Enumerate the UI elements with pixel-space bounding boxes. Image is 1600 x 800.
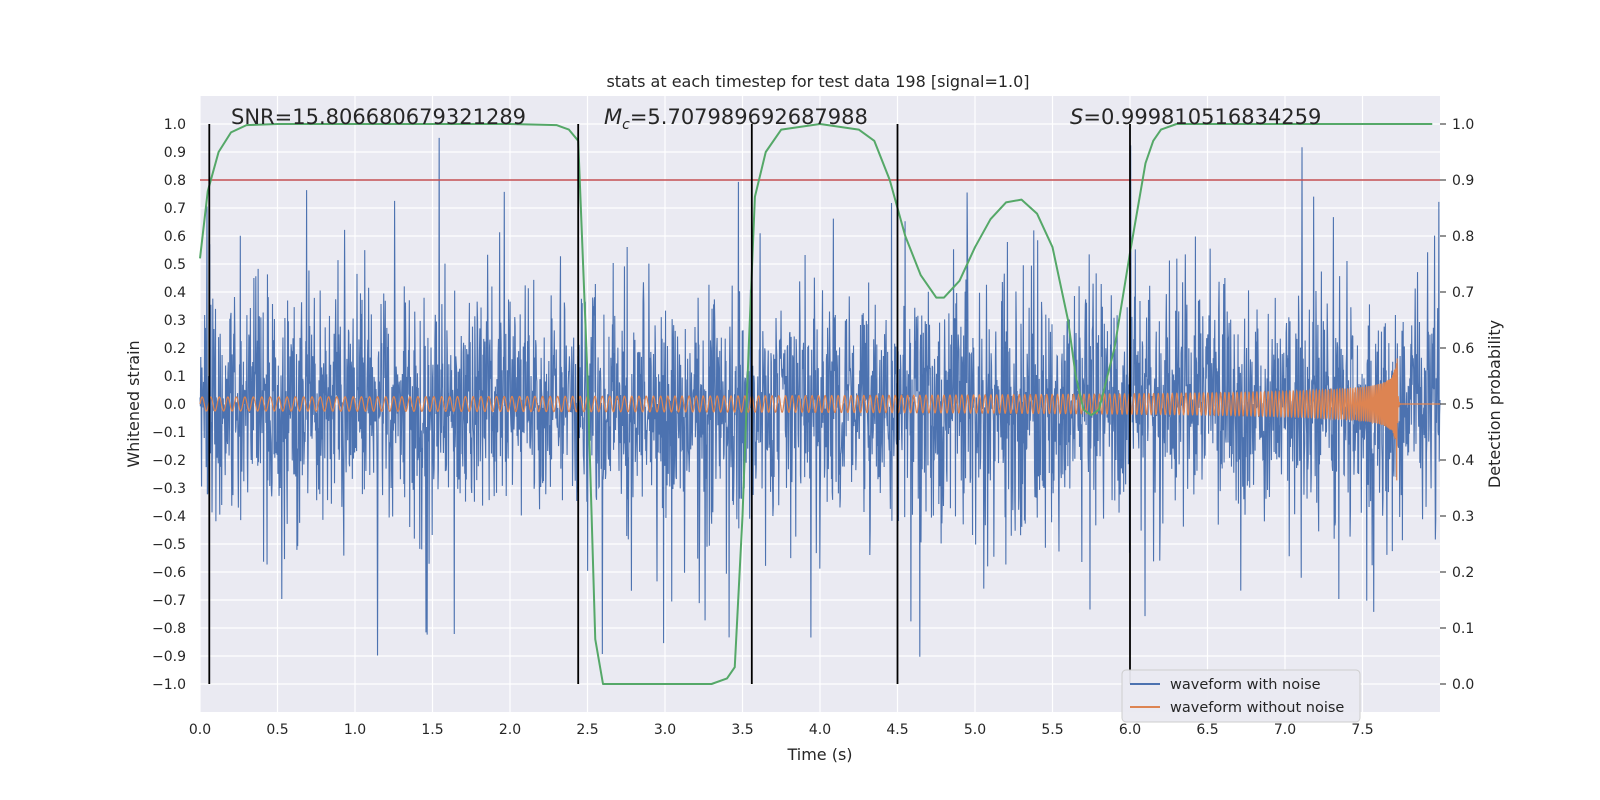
y-tick-label: −0.3 bbox=[152, 481, 186, 497]
y-right-tick-label: 0.3 bbox=[1452, 509, 1474, 525]
y-tick-label: 0.0 bbox=[164, 397, 186, 413]
x-tick-label: 0.0 bbox=[189, 722, 211, 738]
y-tick-label: 0.9 bbox=[164, 145, 186, 161]
s-annotation: S=0.999810516834259 bbox=[1070, 105, 1321, 129]
x-tick-label: 4.5 bbox=[886, 722, 908, 738]
y-tick-label: 0.6 bbox=[164, 229, 186, 245]
x-tick-label: 7.0 bbox=[1274, 722, 1296, 738]
x-tick-label: 7.5 bbox=[1351, 722, 1373, 738]
y-tick-label: −0.1 bbox=[152, 425, 186, 441]
legend: waveform with noise waveform without noi… bbox=[1121, 669, 1361, 723]
x-tick-label: 2.5 bbox=[576, 722, 598, 738]
x-tick-label: 3.0 bbox=[654, 722, 676, 738]
chirp-mass-annotation: Mc=5.707989692687988 bbox=[604, 105, 868, 133]
y-axis-ticks: 1.0 0.9 0.8 0.7 0.6 0.5 0.4 0.3 0.2 0.1 0.0 −0.1 −0.… bbox=[152, 117, 186, 693]
y-right-axis-label: Detection probability bbox=[1485, 320, 1504, 488]
y-right-tick-label: 1.0 bbox=[1452, 117, 1474, 133]
detection-probability-line bbox=[199, 123, 1433, 685]
y-tick-label: 0.1 bbox=[164, 369, 186, 385]
y-right-tick-label: 0.1 bbox=[1452, 621, 1474, 637]
x-tick-label: 0.5 bbox=[266, 722, 288, 738]
legend-label-clean: waveform without noise bbox=[1170, 700, 1344, 716]
legend-label-noise: waveform with noise bbox=[1170, 677, 1321, 693]
x-tick-label: 6.0 bbox=[1119, 722, 1141, 738]
x-tick-label: 5.5 bbox=[1041, 722, 1063, 738]
y-tick-label: 0.2 bbox=[164, 341, 186, 357]
y-tick-label: 1.0 bbox=[164, 117, 186, 133]
chart-title: stats at each timestep for test data 198… bbox=[606, 72, 1029, 91]
x-tick-label: 5.0 bbox=[964, 722, 986, 738]
y-right-axis-ticks: 1.0 0.9 0.8 0.7 0.6 0.5 0.4 0.3 0.2 0.1 0.0 bbox=[1440, 117, 1474, 693]
snr-annotation: SNR=15.806680679321289 bbox=[231, 105, 526, 129]
y-tick-label: 0.8 bbox=[164, 173, 186, 189]
y-tick-label: −0.2 bbox=[152, 453, 186, 469]
y-tick-label: −0.9 bbox=[152, 649, 186, 665]
x-axis-label: Time (s) bbox=[786, 745, 852, 764]
vertical-markers bbox=[208, 124, 1131, 684]
y-tick-label: 0.4 bbox=[164, 285, 186, 301]
series-waveform-with-noise bbox=[199, 137, 1441, 657]
legend-box bbox=[1121, 669, 1361, 723]
y-tick-label: 0.5 bbox=[164, 257, 186, 273]
x-tick-label: 4.0 bbox=[809, 722, 831, 738]
s-value: =0.999810516834259 bbox=[1083, 105, 1321, 129]
x-tick-label: 2.0 bbox=[499, 722, 521, 738]
y-right-tick-label: 0.4 bbox=[1452, 453, 1474, 469]
y-right-tick-label: 0.6 bbox=[1452, 341, 1474, 357]
clean-waveform-line bbox=[199, 358, 1440, 481]
y-right-tick-label: 0.5 bbox=[1452, 397, 1474, 413]
series-detection-probability bbox=[199, 123, 1433, 685]
x-tick-label: 1.5 bbox=[421, 722, 443, 738]
noise-waveform-line bbox=[199, 137, 1441, 657]
x-tick-label: 3.5 bbox=[731, 722, 753, 738]
s-symbol: S bbox=[1070, 105, 1083, 129]
x-tick-label: 1.0 bbox=[344, 722, 366, 738]
y-tick-label: 0.7 bbox=[164, 201, 186, 217]
chirp-mass-value: =5.707989692687988 bbox=[630, 105, 868, 129]
y-tick-label: −0.4 bbox=[152, 509, 186, 525]
x-tick-label: 6.5 bbox=[1196, 722, 1218, 738]
chirp-mass-symbol: M bbox=[604, 105, 622, 129]
y-tick-label: 0.3 bbox=[164, 313, 186, 329]
y-axis-label: Whitened strain bbox=[124, 340, 143, 467]
y-right-tick-label: 0.9 bbox=[1452, 173, 1474, 189]
y-tick-label: −0.6 bbox=[152, 565, 186, 581]
chirp-mass-subscript: c bbox=[622, 117, 630, 133]
series-waveform-without-noise bbox=[199, 358, 1440, 481]
y-right-tick-label: 0.0 bbox=[1452, 677, 1474, 693]
y-right-tick-label: 0.7 bbox=[1452, 285, 1474, 301]
y-tick-label: −0.5 bbox=[152, 537, 186, 553]
y-tick-label: −1.0 bbox=[152, 677, 186, 693]
y-right-tick-label: 0.2 bbox=[1452, 565, 1474, 581]
y-tick-label: −0.7 bbox=[152, 593, 186, 609]
x-axis-ticks: 0.0 0.5 1.0 1.5 2.0 2.5 3.0 3.5 4.0 4.5 5.0 5.5 6.0 6… bbox=[189, 722, 1374, 738]
y-right-tick-label: 0.8 bbox=[1452, 229, 1474, 245]
y-tick-label: −0.8 bbox=[152, 621, 186, 637]
